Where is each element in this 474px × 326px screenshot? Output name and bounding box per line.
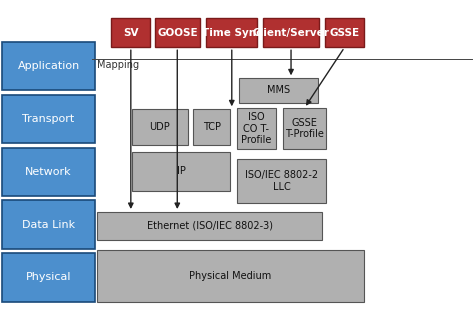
- Bar: [97, 250, 364, 302]
- Bar: [155, 18, 200, 47]
- Bar: [206, 18, 257, 47]
- Bar: [111, 18, 150, 47]
- Bar: [132, 152, 230, 191]
- Text: Mapping: Mapping: [97, 60, 139, 70]
- Bar: [2, 200, 95, 249]
- Bar: [237, 108, 276, 149]
- Text: IP: IP: [177, 167, 185, 176]
- Bar: [193, 109, 230, 145]
- Text: Time Sync: Time Sync: [201, 28, 262, 37]
- Text: ISO
CO T-
Profile: ISO CO T- Profile: [241, 112, 272, 145]
- Text: Transport: Transport: [22, 114, 75, 124]
- Bar: [237, 159, 326, 203]
- Bar: [263, 18, 319, 47]
- Text: MMS: MMS: [267, 85, 290, 96]
- Text: Data Link: Data Link: [22, 220, 75, 230]
- Text: Physical Medium: Physical Medium: [190, 271, 272, 281]
- Text: GSSE
T-Profile: GSSE T-Profile: [285, 118, 324, 140]
- Bar: [2, 95, 95, 143]
- Text: Ethernet (ISO/IEC 8802-3): Ethernet (ISO/IEC 8802-3): [147, 221, 273, 231]
- Text: GOOSE: GOOSE: [157, 28, 198, 37]
- Text: Application: Application: [18, 61, 80, 71]
- Bar: [325, 18, 364, 47]
- Text: UDP: UDP: [149, 122, 170, 132]
- Bar: [239, 78, 318, 103]
- Bar: [97, 212, 322, 240]
- Bar: [2, 42, 95, 90]
- Text: ISO/IEC 8802-2
LLC: ISO/IEC 8802-2 LLC: [245, 170, 318, 192]
- Bar: [2, 148, 95, 196]
- Bar: [2, 253, 95, 302]
- Text: Network: Network: [25, 167, 72, 177]
- Text: TCP: TCP: [203, 122, 221, 132]
- Text: SV: SV: [123, 28, 138, 37]
- Bar: [132, 109, 188, 145]
- Text: GSSE: GSSE: [329, 28, 360, 37]
- Text: Client/Server: Client/Server: [253, 28, 329, 37]
- Bar: [283, 108, 326, 149]
- Text: Physical: Physical: [26, 273, 71, 282]
